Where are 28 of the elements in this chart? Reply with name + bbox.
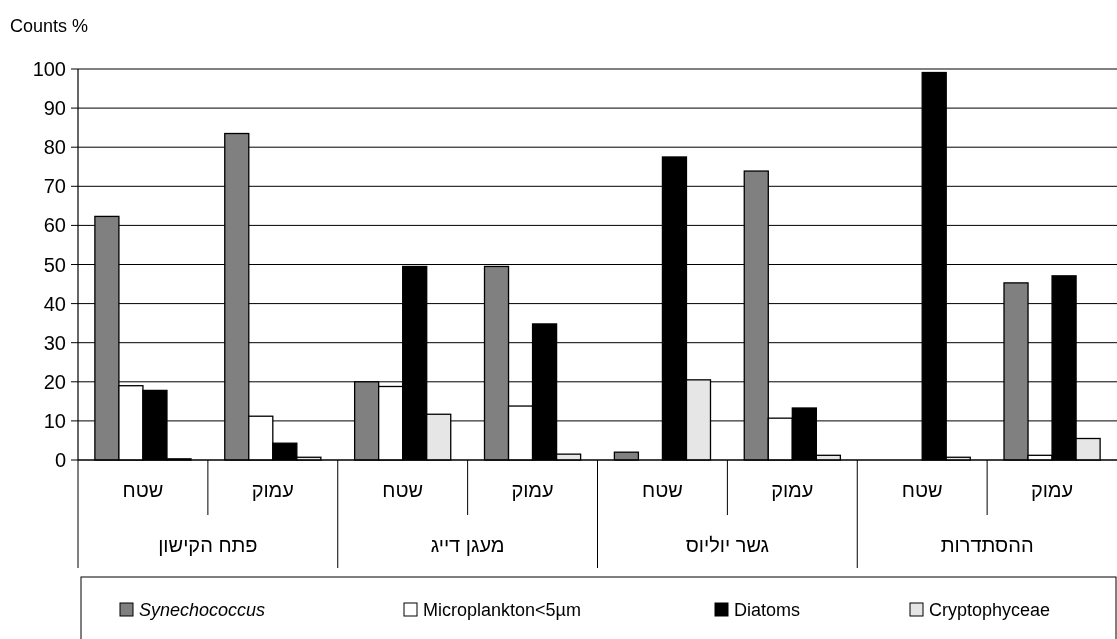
x-tick-label: עמוק xyxy=(511,479,554,501)
x-tick-label: שטח xyxy=(122,479,164,501)
y-tick-label: 90 xyxy=(43,97,66,120)
y-tick-label: 50 xyxy=(43,253,66,276)
legend-label: Diatoms xyxy=(734,600,801,620)
y-tick-label: 20 xyxy=(43,370,66,393)
x-tick-label: עמוק xyxy=(1030,479,1074,501)
text: פתח הקישון xyxy=(158,534,258,556)
y-tick-label: 10 xyxy=(43,409,66,432)
y-tick-label: 100 xyxy=(32,58,66,80)
y-tick-label: 70 xyxy=(43,175,66,198)
x-tick-label: שטח xyxy=(382,479,424,501)
y-tick-label: 30 xyxy=(43,331,66,354)
y-tick-label: 0 xyxy=(54,449,66,471)
x-tick-label: שטח xyxy=(642,479,683,501)
x-tick-label: עמוק xyxy=(771,479,814,501)
y-tick-label: 40 xyxy=(43,292,66,315)
y-tick-label: 60 xyxy=(43,214,66,237)
y-tick-label: 80 xyxy=(43,136,66,159)
text: גשר יוליוס xyxy=(685,534,770,556)
y-axis-title: Counts % xyxy=(10,16,89,36)
text: מעגן דייג xyxy=(430,534,505,556)
legend-label: Cryptophyceae xyxy=(929,600,1051,620)
text: ההסתדרות xyxy=(940,534,1034,556)
x-tick-label: שטח xyxy=(901,479,943,501)
legend-label: Synechococcus xyxy=(139,600,266,620)
x-tick-label: עמוק xyxy=(251,479,294,501)
legend-label: Microplankton<5µm xyxy=(423,600,581,620)
